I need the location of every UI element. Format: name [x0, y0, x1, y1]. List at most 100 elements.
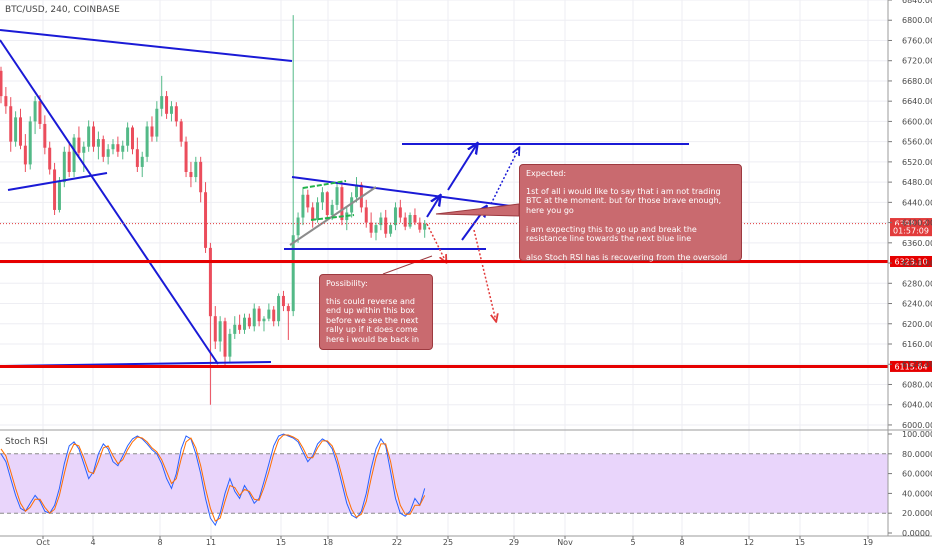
candle-body	[306, 194, 310, 208]
candle-body	[77, 137, 81, 153]
candle-body	[418, 222, 422, 230]
time-tick-label: 29	[509, 538, 519, 547]
candle-body	[130, 127, 134, 150]
candle-body	[87, 126, 91, 147]
candle-body	[82, 146, 86, 153]
rsi-tick-label: 0.0000	[902, 529, 930, 538]
candle-body	[4, 96, 8, 107]
candle-body	[369, 222, 373, 233]
price-tick-label: 6200.00	[902, 320, 932, 329]
candle-body	[355, 184, 359, 198]
candle-body	[286, 306, 290, 312]
price-tick-label: 6040.00	[902, 401, 932, 410]
candle-body	[67, 151, 71, 172]
candle-body	[150, 126, 154, 137]
candle-body	[18, 117, 22, 146]
time-tick-label: 8	[679, 538, 684, 547]
green-mark-1	[302, 180, 347, 189]
candle-body	[96, 139, 100, 147]
candle-body	[208, 247, 212, 317]
time-tick-label: Nov	[557, 538, 573, 547]
candle-body	[121, 145, 125, 152]
price-tick-label: 6760.00	[902, 36, 932, 45]
candle-body	[189, 172, 193, 178]
grid-layer	[0, 0, 888, 536]
candle-body	[155, 108, 159, 137]
price-label-box	[890, 255, 932, 267]
time-tick-label: 19	[863, 538, 873, 547]
candle-body	[145, 126, 149, 157]
candle-body	[393, 207, 397, 226]
candle-body	[277, 295, 281, 322]
candle-body	[28, 121, 32, 165]
candle-body	[238, 324, 242, 330]
candle-body	[194, 161, 198, 178]
price-tick-label: 6360.00	[902, 239, 932, 248]
candle-body	[111, 144, 115, 150]
candle-body	[330, 204, 334, 215]
green-mark-2	[310, 214, 355, 221]
candle-body	[184, 141, 188, 172]
candle-body	[174, 106, 178, 122]
candle-body	[350, 197, 354, 213]
callout-pointer-possibility	[382, 255, 433, 275]
candle-body	[374, 225, 378, 233]
candle-body	[213, 316, 217, 342]
candle-body	[243, 317, 246, 330]
candle-body	[62, 151, 66, 183]
candle-body	[384, 217, 388, 234]
candle-body	[9, 106, 13, 142]
candle-body	[169, 106, 173, 114]
possibility-callout-label: Possibility:	[326, 279, 368, 288]
price-label-text: 6115.64	[894, 362, 927, 371]
candle-body	[413, 215, 417, 223]
candle-body	[140, 156, 144, 167]
candle-body	[408, 215, 412, 227]
candle-body	[199, 161, 203, 193]
time-tick-label: Oct	[36, 538, 50, 547]
triangle-upper-line	[291, 176, 512, 207]
expected-callout[interactable]: Expected: 1st of all i would like to say…	[519, 164, 742, 272]
price-label-box	[890, 360, 932, 372]
grey-channel-line	[289, 186, 377, 246]
time-tick-label: 15	[276, 538, 286, 547]
expected-callout-text: 1st of all i would like to say that i am…	[526, 186, 728, 272]
price-label-text: 01:57:09	[893, 227, 929, 236]
trendline-top-left	[0, 29, 293, 62]
candle-body	[301, 194, 305, 218]
price-tick-label: 6280.00	[902, 279, 932, 288]
candle-body	[14, 117, 18, 142]
candle-body	[204, 192, 208, 248]
candle-body	[403, 217, 407, 227]
dotted-blue-arrow	[490, 148, 519, 205]
price-tick-label: 6000.00	[902, 421, 932, 430]
price-tick-label: 6400.00	[902, 219, 932, 228]
candle-body	[106, 149, 110, 157]
candle-body	[53, 169, 57, 210]
candle-body	[165, 96, 169, 114]
candle-body	[72, 137, 76, 172]
candle-body	[291, 235, 295, 312]
time-tick-label: 11	[206, 538, 216, 547]
candle-body	[267, 309, 271, 319]
price-tick-label: 6240.00	[902, 300, 932, 309]
trendline-falling-diagonal	[0, 39, 219, 365]
price-tick-label: 6680.00	[902, 77, 932, 86]
candle-body	[160, 96, 164, 109]
possibility-callout-text: this could reverse and end up within thi…	[326, 296, 420, 344]
possibility-callout[interactable]: Possibility: this could reverse and end …	[319, 274, 433, 350]
candle-body	[272, 309, 276, 322]
price-tick-label: 6840.00	[902, 0, 932, 5]
rsi-tick-label: 60.0000	[902, 470, 932, 479]
price-tick-label: 6120.00	[902, 360, 932, 369]
price-tick-label: 6640.00	[902, 97, 932, 106]
candle-body	[252, 308, 256, 327]
stoch-rsi-line	[0, 434, 426, 522]
candle-body	[48, 147, 52, 170]
drawings-layer	[0, 29, 689, 367]
price-tick-label: 6720.00	[902, 57, 932, 66]
time-tick-label: 4	[90, 538, 95, 547]
candle-body	[101, 139, 105, 157]
candle-body	[257, 308, 261, 322]
